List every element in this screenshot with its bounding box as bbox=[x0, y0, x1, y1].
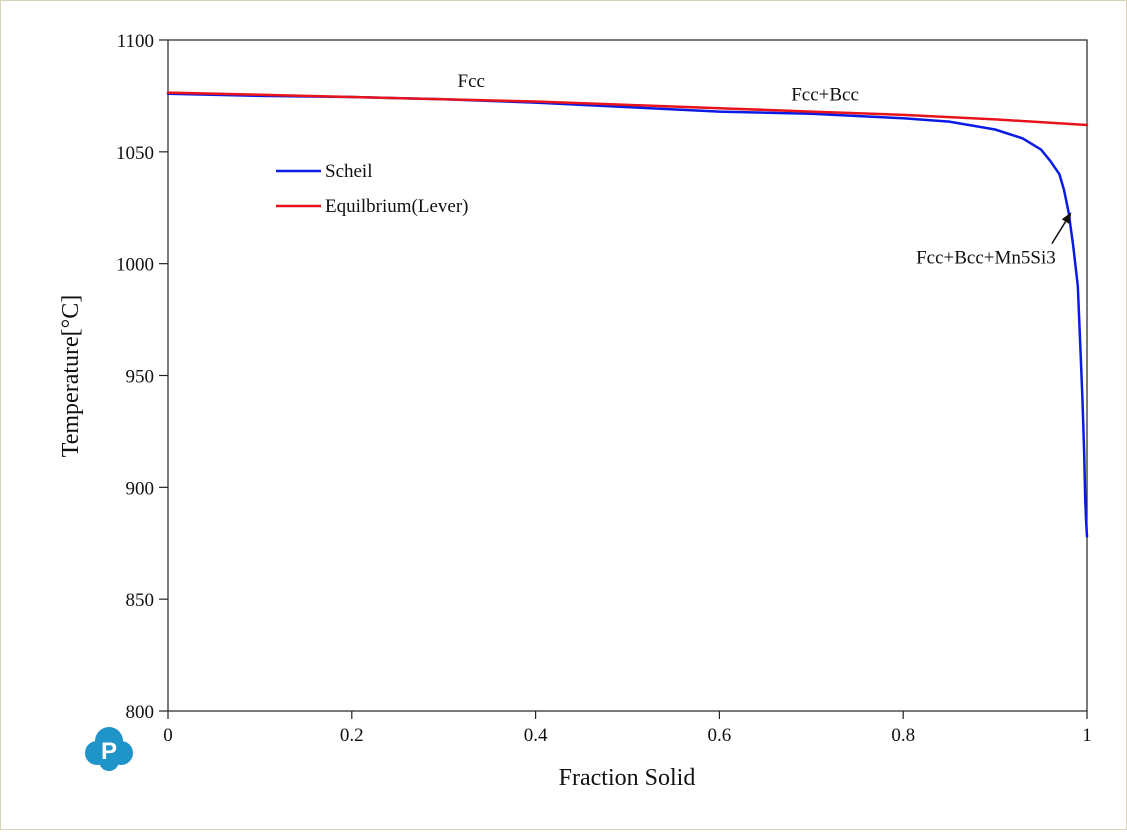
x-axis-ticks: 0 0.2 0.4 0.6 0.8 1 bbox=[163, 711, 1092, 746]
y-tick-label: 1050 bbox=[116, 143, 154, 164]
logo: P bbox=[85, 727, 133, 771]
x-tick-label: 1 bbox=[1082, 725, 1092, 746]
annotation-layer: Fcc Fcc+Bcc Fcc+Bcc+Mn5Si3 bbox=[458, 71, 1072, 269]
logo-letter: P bbox=[101, 738, 117, 765]
y-axis-title: Temperature[°C] bbox=[58, 295, 84, 458]
logo-lobe-top bbox=[95, 727, 123, 755]
x-tick-label: 0.8 bbox=[891, 725, 915, 746]
y-axis-ticks: 800 850 900 950 1000 1050 1100 bbox=[116, 31, 168, 723]
x-axis-title: Fraction Solid bbox=[559, 765, 696, 791]
x-tick-label: 0 bbox=[163, 725, 173, 746]
annotation-fcc: Fcc bbox=[458, 71, 485, 92]
series-line-equilbrium-lever bbox=[166, 91, 1089, 127]
annotation-fcc-bcc: Fcc+Bcc bbox=[791, 84, 859, 105]
legend: Scheil Equilbrium(Lever) bbox=[276, 161, 469, 217]
y-tick-label: 850 bbox=[126, 590, 155, 611]
logo-lobe-bottom bbox=[99, 751, 119, 771]
x-tick-label: 0.6 bbox=[708, 725, 732, 746]
annotation-arrow bbox=[1051, 221, 1067, 245]
legend-label-scheil: Scheil bbox=[325, 161, 373, 182]
annotation-fcc-bcc-mn5si3: Fcc+Bcc+Mn5Si3 bbox=[916, 248, 1056, 269]
x-tick-label: 0.2 bbox=[340, 725, 364, 746]
y-tick-label: 1100 bbox=[117, 31, 154, 52]
y-tick-label: 800 bbox=[126, 702, 155, 723]
y-tick-label: 900 bbox=[126, 478, 155, 499]
series-layer bbox=[166, 91, 1089, 538]
y-tick-label: 1000 bbox=[116, 255, 154, 276]
annotation-arrowhead bbox=[1061, 212, 1072, 224]
plot-area bbox=[167, 39, 1088, 712]
y-tick-label: 950 bbox=[126, 367, 155, 388]
x-tick-label: 0.4 bbox=[524, 725, 548, 746]
legend-label-equilibrium: Equilbrium(Lever) bbox=[325, 196, 469, 217]
